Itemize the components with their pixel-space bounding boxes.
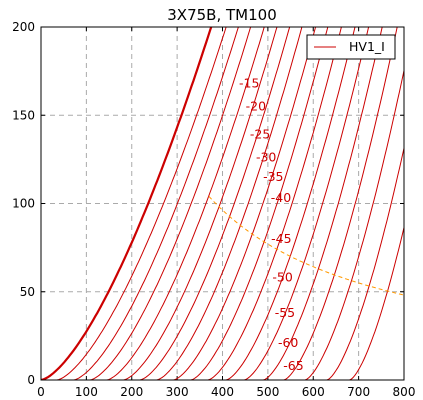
plate-curve <box>349 225 404 380</box>
plate-curve <box>56 27 227 380</box>
plate-curve <box>304 68 404 380</box>
y-tick-label: 0 <box>27 373 35 387</box>
plate-curve <box>106 27 265 380</box>
x-tick-label: 700 <box>347 385 370 399</box>
curve-labels: -15 -20 -25 -30 -35 -40 -45 -50 -55 -60 -65 <box>239 75 304 372</box>
curve-label: -50 <box>272 270 292 285</box>
plate-curve <box>283 27 398 380</box>
chart-title: 3X75B, TM100 <box>167 6 276 24</box>
curve-label: -20 <box>246 98 266 113</box>
plate-curve <box>263 27 383 380</box>
x-tick-label: 600 <box>302 385 325 399</box>
grid <box>41 27 404 380</box>
x-tick-label: 200 <box>120 385 143 399</box>
legend-label: HV1_I <box>349 39 385 54</box>
plot-frame <box>40 26 405 381</box>
legend: HV1_I <box>306 34 396 60</box>
x-tick-label: 100 <box>75 385 98 399</box>
x-tick-label: 400 <box>211 385 234 399</box>
x-tick-label: 800 <box>393 385 416 399</box>
plate-curve <box>41 27 213 380</box>
y-tick-label: 50 <box>20 285 35 299</box>
plate-curves <box>41 27 404 380</box>
curve-label: -45 <box>271 231 291 246</box>
curve-label: -25 <box>250 127 270 142</box>
y-tick-label: 100 <box>12 197 35 211</box>
curve-label: -65 <box>283 358 303 373</box>
plate-curve <box>73 27 239 380</box>
plate-curve <box>89 27 252 380</box>
axis-ticks: 0 100 200 300 400 500 600 700 800 0 50 100 150 200 <box>12 20 415 399</box>
curve-label: -60 <box>278 335 298 350</box>
curve-label: -35 <box>263 169 283 184</box>
plate-curve <box>244 27 370 380</box>
curve-label: -40 <box>271 190 291 205</box>
x-tick-label: 300 <box>166 385 189 399</box>
plate-curve <box>156 27 303 380</box>
curve-label: -55 <box>275 305 295 320</box>
y-tick-label: 150 <box>12 108 35 122</box>
dissipation-curve <box>208 195 404 296</box>
curve-label: -15 <box>239 75 259 90</box>
plate-curve <box>173 27 316 380</box>
plate-curve <box>225 27 356 380</box>
plate-curve <box>326 145 404 380</box>
plate-curve <box>123 27 278 380</box>
x-tick-label: 0 <box>37 385 45 399</box>
plate-curve <box>207 27 342 380</box>
x-tick-label: 500 <box>256 385 279 399</box>
curve-label: -30 <box>256 150 276 165</box>
y-tick-label: 200 <box>12 20 35 34</box>
plate-curve <box>139 27 291 380</box>
plate-curve <box>190 27 329 380</box>
